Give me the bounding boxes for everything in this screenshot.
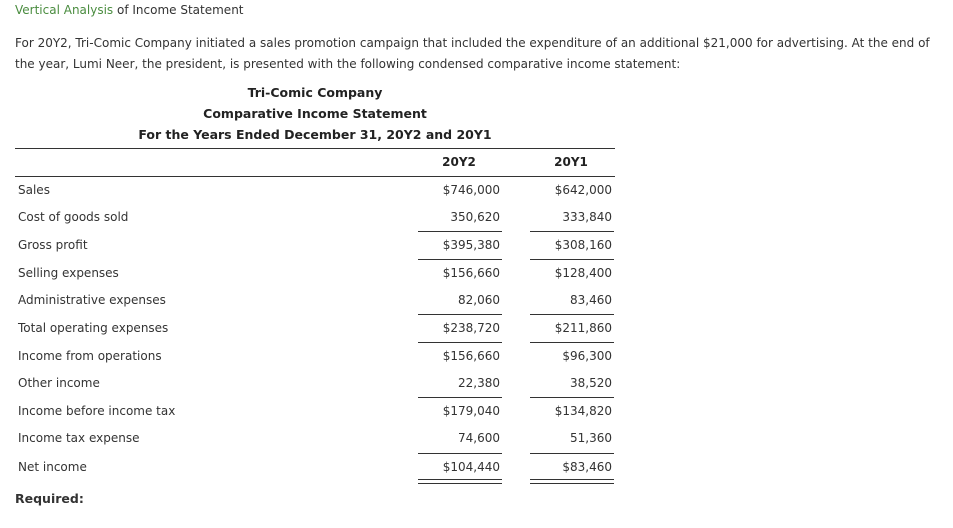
statement-title: Comparative Income Statement — [203, 106, 427, 121]
value-net-income-20y2: $104,440 — [442, 460, 500, 474]
subtotal-rule — [418, 231, 502, 232]
value-administrative-expenses-20y2: 82,060 — [458, 293, 500, 307]
subtotal-rule — [418, 397, 502, 398]
value-other-income-20y1: 38,520 — [570, 376, 612, 390]
value-cogs-20y2: 350,620 — [450, 210, 500, 224]
subtotal-rule — [530, 342, 614, 343]
subtotal-rule — [530, 314, 614, 315]
value-other-income-20y2: 22,380 — [458, 376, 500, 390]
row-label-total-operating-expenses: Total operating expenses — [18, 321, 169, 335]
value-total-operating-expenses-20y1: $211,860 — [554, 321, 612, 335]
row-label-other-income: Other income — [18, 376, 100, 390]
column-header-20y1: 20Y1 — [554, 155, 588, 169]
value-selling-expenses-20y2: $156,660 — [442, 266, 500, 280]
value-gross-profit-20y2: $395,380 — [442, 238, 500, 252]
value-income-from-operations-20y1: $96,300 — [562, 349, 612, 363]
row-label-income-before-tax: Income before income tax — [18, 404, 176, 418]
value-sales-20y1: $642,000 — [554, 183, 612, 197]
subtotal-rule — [530, 259, 614, 260]
value-selling-expenses-20y1: $128,400 — [554, 266, 612, 280]
company-name: Tri-Comic Company — [247, 85, 383, 100]
problem-intro: For 20Y2, Tri-Comic Company initiated a … — [15, 36, 930, 71]
section-heading: Vertical Analysis of Income Statement — [15, 3, 244, 17]
value-administrative-expenses-20y1: 83,460 — [570, 293, 612, 307]
subtotal-rule — [418, 453, 502, 454]
header-rule — [15, 176, 615, 177]
row-label-administrative-expenses: Administrative expenses — [18, 293, 166, 307]
table-top-rule — [15, 148, 615, 149]
value-income-before-tax-20y1: $134,820 — [554, 404, 612, 418]
subtotal-rule — [418, 342, 502, 343]
double-underline — [418, 479, 502, 484]
required-heading: Required: — [15, 491, 84, 506]
row-label-selling-expenses: Selling expenses — [18, 266, 119, 280]
value-gross-profit-20y1: $308,160 — [554, 238, 612, 252]
value-income-tax-expense-20y2: 74,600 — [458, 431, 500, 445]
column-header-20y2: 20Y2 — [442, 155, 476, 169]
row-label-net-income: Net income — [18, 460, 87, 474]
value-income-from-operations-20y2: $156,660 — [442, 349, 500, 363]
row-label-cogs: Cost of goods sold — [18, 210, 129, 224]
row-label-income-tax-expense: Income tax expense — [18, 431, 140, 445]
value-cogs-20y1: 333,840 — [562, 210, 612, 224]
subtotal-rule — [418, 314, 502, 315]
row-label-income-from-operations: Income from operations — [18, 349, 162, 363]
vertical-analysis-link[interactable]: Vertical Analysis — [15, 3, 114, 17]
subtotal-rule — [530, 397, 614, 398]
value-total-operating-expenses-20y2: $238,720 — [442, 321, 500, 335]
subtotal-rule — [530, 231, 614, 232]
double-underline — [530, 479, 614, 484]
heading-rest: of Income Statement — [113, 3, 244, 17]
statement-period: For the Years Ended December 31, 20Y2 an… — [138, 127, 492, 142]
subtotal-rule — [530, 453, 614, 454]
value-income-before-tax-20y2: $179,040 — [442, 404, 500, 418]
row-label-sales: Sales — [18, 183, 50, 197]
value-income-tax-expense-20y1: 51,360 — [570, 431, 612, 445]
row-label-gross-profit: Gross profit — [18, 238, 88, 252]
subtotal-rule — [418, 259, 502, 260]
value-net-income-20y1: $83,460 — [562, 460, 612, 474]
value-sales-20y2: $746,000 — [442, 183, 500, 197]
